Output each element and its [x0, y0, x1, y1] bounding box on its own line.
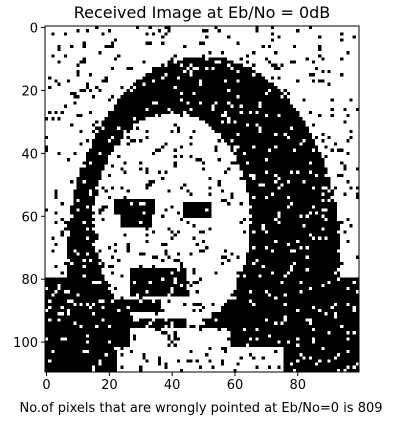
axes-frame: [44, 25, 360, 373]
x-axis: 0 20 40 60 80: [42, 372, 306, 393]
plot-area: [44, 25, 360, 373]
y-tick-label: 40: [21, 147, 38, 162]
x-tick-label: 60: [227, 378, 244, 393]
y-tick-label: 100: [13, 336, 38, 351]
y-axis: 0 20 40 60 80 100: [13, 22, 45, 351]
x-tick-label: 80: [289, 378, 306, 393]
received-image: [45, 26, 359, 372]
x-tick-label: 40: [164, 378, 181, 393]
y-tick-label: 60: [21, 210, 38, 225]
x-tick-label: 20: [101, 378, 118, 393]
y-tick-label: 80: [21, 273, 38, 288]
y-tick-label: 20: [21, 84, 38, 99]
x-tick-label: 0: [42, 378, 50, 393]
x-axis-label: No.of pixels that are wrongly pointed at…: [19, 401, 382, 416]
chart-title: Received Image at Eb/No = 0dB: [74, 3, 331, 22]
y-tick-label: 0: [30, 22, 38, 37]
